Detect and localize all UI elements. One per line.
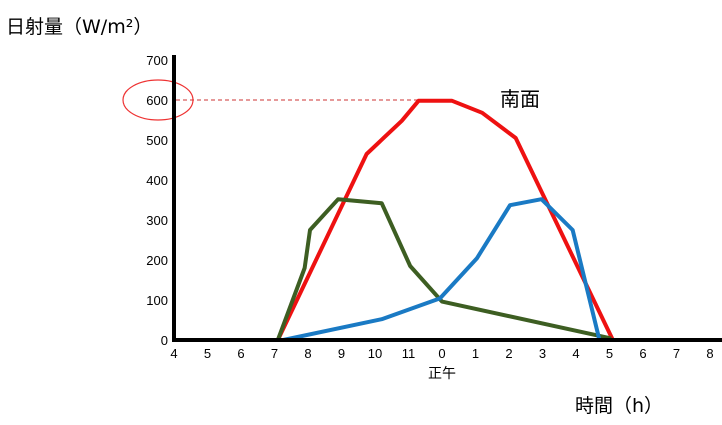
x-tick-label: 5 bbox=[606, 346, 613, 361]
x-tick-label: 6 bbox=[639, 346, 646, 361]
series-line-south bbox=[276, 98, 615, 341]
x-tick-label: 7 bbox=[271, 346, 278, 361]
x-tick-label: 8 bbox=[304, 346, 311, 361]
x-tick-label: 11 bbox=[402, 346, 416, 361]
y-tick-label: 500 bbox=[146, 133, 168, 148]
highlight-circle bbox=[122, 79, 194, 121]
y-tick-label: 400 bbox=[146, 173, 168, 188]
x-tick-label: 1 bbox=[472, 346, 479, 361]
x-tick-label: 4 bbox=[572, 346, 579, 361]
x-axis-label: 時間（h） bbox=[575, 395, 663, 417]
noon-label: 正午 bbox=[428, 365, 456, 381]
series-line-east bbox=[275, 197, 612, 341]
x-tick-label: 0 bbox=[438, 346, 445, 361]
y-tick-label: 0 bbox=[161, 333, 168, 348]
y-tick-label: 600 bbox=[146, 93, 168, 108]
x-tick-label: 5 bbox=[204, 346, 211, 361]
x-tick-label: 8 bbox=[706, 346, 713, 361]
x-tick-label: 9 bbox=[338, 346, 345, 361]
x-tick-label: 7 bbox=[673, 346, 680, 361]
x-tick-label: 2 bbox=[505, 346, 512, 361]
x-tick-label: 3 bbox=[539, 346, 546, 361]
series-line-west bbox=[282, 197, 602, 342]
y-axis-label: 日射量（W/m²） bbox=[6, 16, 152, 38]
y-tick-label: 700 bbox=[146, 53, 168, 68]
y-tick-label: 200 bbox=[146, 253, 168, 268]
x-tick-label: 10 bbox=[368, 346, 382, 361]
series-label-south: 南面 bbox=[500, 87, 540, 111]
y-tick-label: 300 bbox=[146, 213, 168, 228]
y-tick-label: 100 bbox=[146, 293, 168, 308]
x-tick-label: 4 bbox=[170, 346, 177, 361]
x-tick-label: 6 bbox=[237, 346, 244, 361]
